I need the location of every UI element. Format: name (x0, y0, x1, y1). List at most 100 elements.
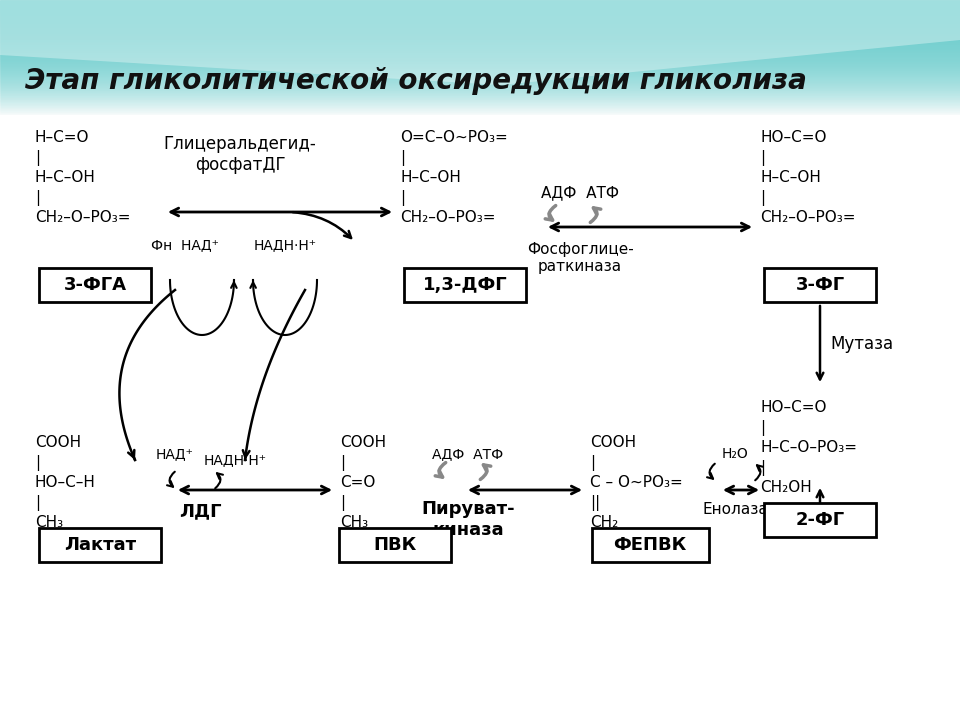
Text: H₂O: H₂O (722, 447, 749, 461)
Bar (0, 3, 960, 4)
Text: АДФ  АТФ: АДФ АТФ (541, 185, 619, 200)
Bar (0, 99, 960, 100)
Bar (0, 45, 960, 46)
Bar (0, 14, 960, 15)
FancyBboxPatch shape (764, 268, 876, 302)
Bar (0, 57, 960, 58)
Text: HO–C=O: HO–C=O (760, 400, 827, 415)
Bar (0, 56, 960, 57)
Bar (0, 61, 960, 62)
Text: CH₂–O–PO₃=: CH₂–O–PO₃= (400, 210, 495, 225)
Bar (0, 16, 960, 17)
Bar (0, 2, 960, 3)
Bar (0, 33, 960, 34)
Bar (0, 74, 960, 75)
FancyBboxPatch shape (591, 528, 708, 562)
Bar (0, 81, 960, 82)
Bar (0, 75, 960, 76)
Text: Пируват-
киназа: Пируват- киназа (421, 500, 515, 539)
Text: HO–C=O: HO–C=O (760, 130, 827, 145)
Bar (0, 8, 960, 9)
Bar (0, 37, 960, 38)
Bar (0, 103, 960, 104)
Bar (0, 27, 960, 28)
Bar (0, 102, 960, 103)
Text: НАД⁺: НАД⁺ (156, 447, 194, 461)
Text: Фосфоглице-
раткиназа: Фосфоглице- раткиназа (527, 242, 634, 274)
Text: CH₂OH: CH₂OH (760, 480, 812, 495)
Bar (0, 21, 960, 22)
Bar (0, 52, 960, 53)
Bar (0, 15, 960, 16)
Text: 1,3-ДФГ: 1,3-ДФГ (422, 276, 507, 294)
Text: Мутаза: Мутаза (830, 335, 893, 353)
Bar (0, 65, 960, 66)
Bar (0, 47, 960, 48)
Bar (0, 39, 960, 40)
Text: C=O: C=O (340, 475, 375, 490)
Text: |: | (400, 190, 405, 206)
Bar (0, 9, 960, 10)
Text: COOH: COOH (340, 435, 386, 450)
Text: H–C–O–PO₃=: H–C–O–PO₃= (760, 440, 857, 455)
Text: CH₂–O–PO₃=: CH₂–O–PO₃= (760, 210, 855, 225)
Text: |: | (760, 150, 765, 166)
Text: C – O~PO₃=: C – O~PO₃= (590, 475, 683, 490)
Bar (0, 26, 960, 27)
Bar (0, 108, 960, 109)
Text: Енолаза: Енолаза (702, 502, 768, 517)
Bar (0, 101, 960, 102)
Text: НАДН·Н⁺: НАДН·Н⁺ (253, 238, 317, 252)
Text: ФЕПВК: ФЕПВК (613, 536, 686, 554)
Bar (0, 83, 960, 84)
Bar (0, 48, 960, 49)
Text: |: | (340, 455, 346, 471)
Bar (0, 104, 960, 105)
FancyBboxPatch shape (764, 503, 876, 537)
Bar (0, 114, 960, 115)
Bar (0, 68, 960, 69)
Bar (0, 100, 960, 101)
FancyBboxPatch shape (39, 528, 161, 562)
Text: ||: || (590, 495, 600, 511)
Bar (0, 23, 960, 24)
Bar (0, 93, 960, 94)
Bar (0, 13, 960, 14)
Bar (0, 80, 960, 81)
Bar (0, 73, 960, 74)
Bar (0, 18, 960, 19)
Text: |: | (35, 150, 40, 166)
Text: |: | (760, 420, 765, 436)
Bar (0, 7, 960, 8)
Text: H–C–OH: H–C–OH (35, 170, 96, 185)
Text: H–C–OH: H–C–OH (760, 170, 821, 185)
Bar (0, 115, 960, 720)
Bar (0, 38, 960, 39)
Bar (0, 29, 960, 30)
Bar (0, 86, 960, 87)
Bar (0, 63, 960, 64)
Bar (0, 110, 960, 111)
Bar (0, 55, 960, 56)
Bar (0, 97, 960, 98)
Bar (0, 43, 960, 44)
Text: Глицеральдегид-
фосфатДГ: Глицеральдегид- фосфатДГ (163, 135, 317, 174)
Text: Этап гликолитической оксиредукции гликолиза: Этап гликолитической оксиредукции гликол… (25, 67, 806, 95)
Bar (0, 71, 960, 72)
Text: H–C=O: H–C=O (35, 130, 89, 145)
Text: |: | (590, 455, 595, 471)
Text: O=C–O~PO₃=: O=C–O~PO₃= (400, 130, 508, 145)
Bar (0, 46, 960, 47)
Bar (0, 87, 960, 88)
Bar (0, 111, 960, 112)
Bar (0, 25, 960, 26)
Text: COOH: COOH (590, 435, 636, 450)
Bar (0, 0, 960, 1)
Bar (0, 44, 960, 45)
Bar (0, 50, 960, 51)
Bar (0, 69, 960, 70)
Bar (0, 113, 960, 114)
Bar (0, 88, 960, 89)
Bar (0, 32, 960, 33)
Bar (0, 30, 960, 31)
